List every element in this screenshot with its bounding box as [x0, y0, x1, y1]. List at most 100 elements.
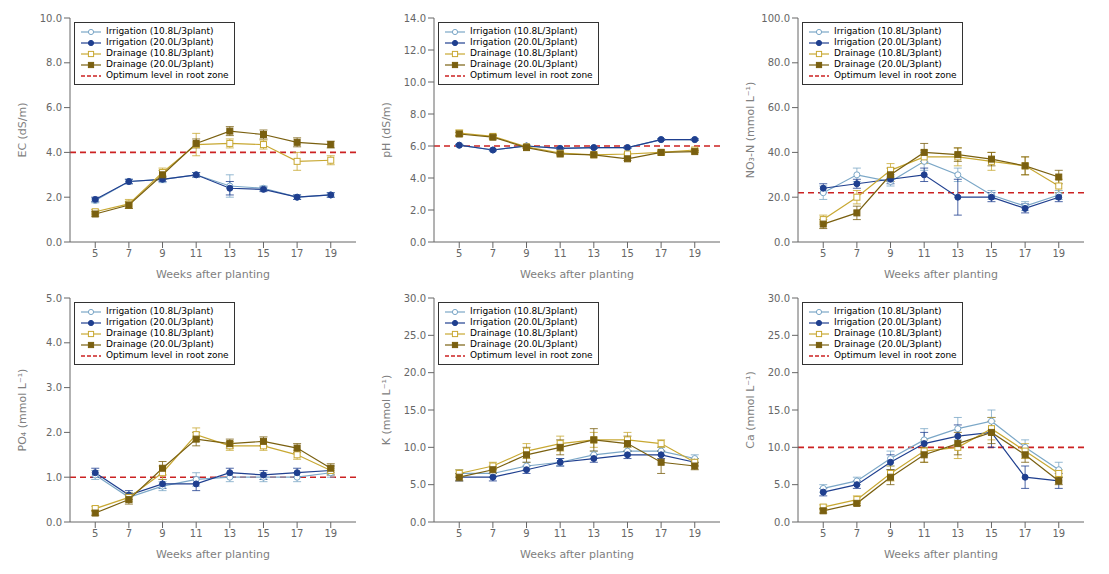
svg-text:13: 13	[223, 248, 236, 259]
svg-text:pH (dS/m): pH (dS/m)	[380, 102, 393, 158]
svg-text:17: 17	[655, 528, 668, 539]
svg-text:PO₄ (mmol L⁻¹): PO₄ (mmol L⁻¹)	[16, 369, 29, 452]
svg-text:13: 13	[587, 248, 600, 259]
svg-text:19: 19	[1052, 528, 1065, 539]
svg-text:9: 9	[887, 248, 893, 259]
svg-text:1.0: 1.0	[46, 472, 62, 483]
svg-text:10.0: 10.0	[404, 442, 426, 453]
svg-text:0.0: 0.0	[46, 237, 62, 248]
svg-text:13: 13	[587, 528, 600, 539]
svg-text:Weeks after planting: Weeks after planting	[884, 548, 998, 561]
svg-text:NO₃-N (mmol L⁻¹): NO₃-N (mmol L⁻¹)	[744, 82, 757, 179]
svg-text:8.0: 8.0	[410, 109, 426, 120]
svg-text:5: 5	[820, 248, 826, 259]
svg-text:100.0: 100.0	[761, 13, 790, 24]
svg-text:17: 17	[1019, 528, 1032, 539]
svg-text:12.0: 12.0	[404, 45, 426, 56]
svg-text:11: 11	[190, 528, 203, 539]
svg-text:17: 17	[291, 248, 304, 259]
svg-text:19: 19	[688, 248, 701, 259]
svg-text:7: 7	[126, 248, 132, 259]
svg-text:4.0: 4.0	[46, 337, 62, 348]
svg-text:9: 9	[523, 248, 529, 259]
svg-text:60.0: 60.0	[768, 102, 790, 113]
svg-text:13: 13	[951, 528, 964, 539]
svg-text:6.0: 6.0	[46, 102, 62, 113]
svg-text:11: 11	[554, 248, 567, 259]
svg-text:9: 9	[159, 528, 165, 539]
svg-text:7: 7	[490, 248, 496, 259]
svg-text:30.0: 30.0	[768, 293, 790, 304]
svg-text:14.0: 14.0	[404, 13, 426, 24]
svg-text:5: 5	[820, 528, 826, 539]
svg-text:0.0: 0.0	[410, 517, 426, 528]
svg-text:5: 5	[456, 528, 462, 539]
svg-text:5: 5	[92, 248, 98, 259]
svg-text:15: 15	[257, 528, 270, 539]
svg-text:30.0: 30.0	[404, 293, 426, 304]
svg-text:Weeks after planting: Weeks after planting	[156, 268, 270, 281]
svg-text:17: 17	[1019, 248, 1032, 259]
svg-text:5: 5	[456, 248, 462, 259]
svg-text:20.0: 20.0	[404, 367, 426, 378]
svg-text:5: 5	[92, 528, 98, 539]
svg-text:0.0: 0.0	[774, 517, 790, 528]
svg-text:5.0: 5.0	[774, 479, 790, 490]
svg-text:8.0: 8.0	[46, 57, 62, 68]
svg-text:11: 11	[918, 528, 931, 539]
svg-text:7: 7	[854, 528, 860, 539]
svg-text:19: 19	[1052, 248, 1065, 259]
svg-text:EC (dS/m): EC (dS/m)	[16, 102, 29, 157]
svg-text:7: 7	[490, 528, 496, 539]
svg-text:0.0: 0.0	[410, 237, 426, 248]
svg-text:9: 9	[159, 248, 165, 259]
svg-text:19: 19	[324, 248, 337, 259]
svg-text:40.0: 40.0	[768, 147, 790, 158]
svg-text:Weeks after planting: Weeks after planting	[520, 548, 634, 561]
svg-text:5.0: 5.0	[410, 479, 426, 490]
svg-text:4.0: 4.0	[46, 147, 62, 158]
svg-text:15: 15	[985, 528, 998, 539]
svg-text:15: 15	[621, 248, 634, 259]
svg-text:6.0: 6.0	[410, 141, 426, 152]
svg-text:9: 9	[523, 528, 529, 539]
svg-text:K (mmol L⁻¹): K (mmol L⁻¹)	[380, 375, 393, 445]
svg-text:Weeks after planting: Weeks after planting	[520, 268, 634, 281]
svg-text:17: 17	[291, 528, 304, 539]
svg-text:0.0: 0.0	[46, 517, 62, 528]
svg-text:11: 11	[554, 528, 567, 539]
svg-text:10.0: 10.0	[404, 77, 426, 88]
svg-text:19: 19	[324, 528, 337, 539]
svg-text:15: 15	[985, 248, 998, 259]
svg-text:0.0: 0.0	[774, 237, 790, 248]
svg-text:5.0: 5.0	[46, 293, 62, 304]
svg-text:10.0: 10.0	[768, 442, 790, 453]
svg-text:15: 15	[257, 248, 270, 259]
svg-text:Ca (mmol L⁻¹): Ca (mmol L⁻¹)	[744, 371, 757, 449]
svg-text:2.0: 2.0	[46, 427, 62, 438]
svg-text:2.0: 2.0	[410, 205, 426, 216]
svg-text:3.0: 3.0	[46, 382, 62, 393]
svg-text:2.0: 2.0	[46, 192, 62, 203]
svg-text:17: 17	[655, 248, 668, 259]
svg-text:20.0: 20.0	[768, 192, 790, 203]
svg-text:11: 11	[918, 248, 931, 259]
svg-text:25.0: 25.0	[768, 330, 790, 341]
svg-text:9: 9	[887, 528, 893, 539]
svg-text:13: 13	[951, 248, 964, 259]
svg-text:15.0: 15.0	[404, 405, 426, 416]
svg-text:13: 13	[223, 528, 236, 539]
svg-text:7: 7	[126, 528, 132, 539]
svg-text:11: 11	[190, 248, 203, 259]
svg-text:4.0: 4.0	[410, 173, 426, 184]
svg-text:80.0: 80.0	[768, 57, 790, 68]
svg-text:25.0: 25.0	[404, 330, 426, 341]
svg-text:10.0: 10.0	[40, 13, 62, 24]
svg-text:7: 7	[854, 248, 860, 259]
svg-text:Weeks after planting: Weeks after planting	[884, 268, 998, 281]
svg-text:15: 15	[621, 528, 634, 539]
svg-text:20.0: 20.0	[768, 367, 790, 378]
svg-text:15.0: 15.0	[768, 405, 790, 416]
svg-text:19: 19	[688, 528, 701, 539]
svg-text:Weeks after planting: Weeks after planting	[156, 548, 270, 561]
